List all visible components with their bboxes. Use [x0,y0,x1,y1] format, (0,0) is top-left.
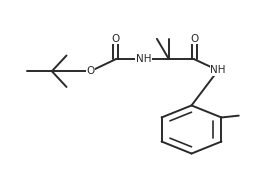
Text: O: O [86,66,95,76]
Text: NH: NH [136,54,151,64]
Text: O: O [190,34,198,44]
Text: NH: NH [210,65,226,75]
Text: O: O [111,34,120,44]
